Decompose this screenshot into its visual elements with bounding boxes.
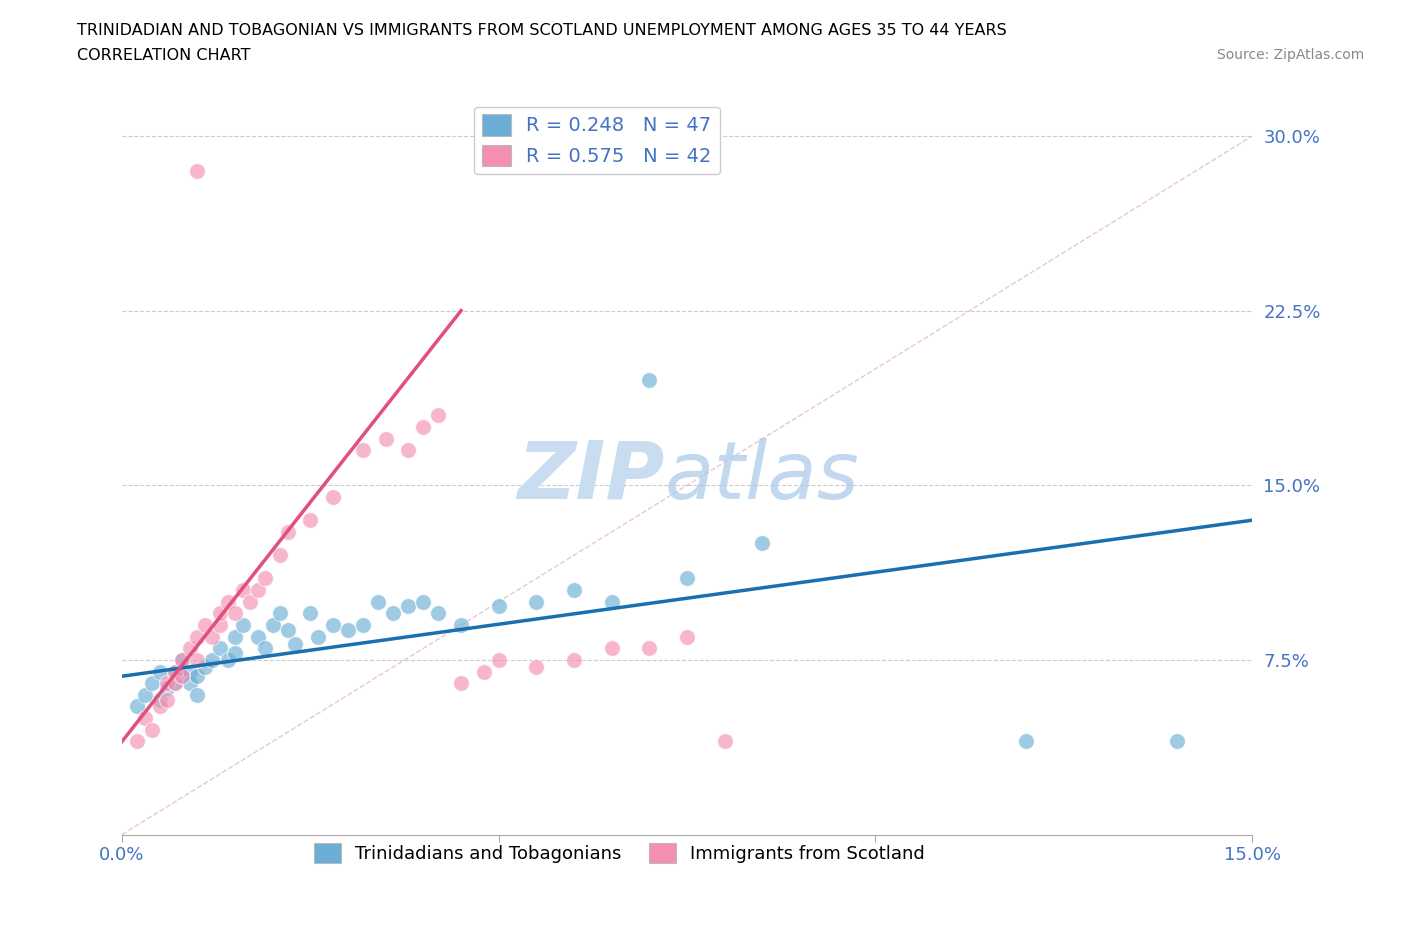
Point <box>217 653 239 668</box>
Point <box>186 669 208 684</box>
Point <box>254 641 277 656</box>
Point <box>450 618 472 632</box>
Point <box>246 582 269 597</box>
Point <box>149 699 172 714</box>
Point <box>194 659 217 674</box>
Point <box>488 599 510 614</box>
Point <box>526 594 548 609</box>
Point <box>374 432 396 446</box>
Point <box>382 606 405 621</box>
Point <box>134 711 156 725</box>
Point <box>277 525 299 539</box>
Point <box>208 606 231 621</box>
Point <box>163 664 186 679</box>
Point <box>224 630 246 644</box>
Point <box>172 653 194 668</box>
Point <box>396 443 419 458</box>
Point <box>262 618 284 632</box>
Point <box>676 630 699 644</box>
Point <box>163 676 186 691</box>
Point <box>201 653 224 668</box>
Point <box>322 618 344 632</box>
Point <box>239 594 262 609</box>
Text: CORRELATION CHART: CORRELATION CHART <box>77 48 250 63</box>
Text: Source: ZipAtlas.com: Source: ZipAtlas.com <box>1216 48 1364 62</box>
Point <box>149 664 172 679</box>
Point <box>562 582 585 597</box>
Point <box>201 630 224 644</box>
Point <box>427 408 450 423</box>
Point <box>156 681 179 696</box>
Point <box>179 664 201 679</box>
Point <box>352 443 374 458</box>
Point <box>562 653 585 668</box>
Point <box>127 734 149 749</box>
Legend: Trinidadians and Tobagonians, Immigrants from Scotland: Trinidadians and Tobagonians, Immigrants… <box>307 836 932 870</box>
Point <box>337 622 360 637</box>
Point <box>269 548 291 563</box>
Point <box>179 641 201 656</box>
Point <box>156 692 179 707</box>
Point <box>488 653 510 668</box>
Point <box>1166 734 1188 749</box>
Point <box>526 659 548 674</box>
Point <box>208 641 231 656</box>
Point <box>299 512 322 527</box>
Point <box>149 692 172 707</box>
Point <box>141 676 163 691</box>
Point <box>224 645 246 660</box>
Point <box>186 653 208 668</box>
Point <box>1015 734 1038 749</box>
Point <box>232 618 254 632</box>
Point <box>217 594 239 609</box>
Point <box>638 373 661 388</box>
Point <box>134 687 156 702</box>
Point <box>751 536 773 551</box>
Point <box>600 641 623 656</box>
Text: ZIP: ZIP <box>517 438 665 516</box>
Point <box>172 653 194 668</box>
Point <box>127 699 149 714</box>
Point <box>179 676 201 691</box>
Point <box>172 669 194 684</box>
Point <box>186 630 208 644</box>
Point <box>600 594 623 609</box>
Point <box>396 599 419 614</box>
Point <box>450 676 472 691</box>
Point <box>141 723 163 737</box>
Point <box>472 664 495 679</box>
Point <box>232 582 254 597</box>
Text: atlas: atlas <box>665 438 859 516</box>
Point <box>284 636 307 651</box>
Point <box>224 606 246 621</box>
Point <box>714 734 737 749</box>
Point <box>163 676 186 691</box>
Point <box>322 489 344 504</box>
Point <box>299 606 322 621</box>
Point <box>194 618 217 632</box>
Point <box>412 419 434 434</box>
Point <box>186 164 208 179</box>
Point <box>208 618 231 632</box>
Point <box>186 687 208 702</box>
Point <box>352 618 374 632</box>
Point <box>638 641 661 656</box>
Point <box>412 594 434 609</box>
Point <box>172 669 194 684</box>
Point <box>246 630 269 644</box>
Point <box>277 622 299 637</box>
Point <box>427 606 450 621</box>
Point <box>676 571 699 586</box>
Point <box>367 594 389 609</box>
Point <box>163 664 186 679</box>
Point <box>307 630 329 644</box>
Point <box>156 676 179 691</box>
Point <box>254 571 277 586</box>
Point <box>269 606 291 621</box>
Text: TRINIDADIAN AND TOBAGONIAN VS IMMIGRANTS FROM SCOTLAND UNEMPLOYMENT AMONG AGES 3: TRINIDADIAN AND TOBAGONIAN VS IMMIGRANTS… <box>77 23 1007 38</box>
